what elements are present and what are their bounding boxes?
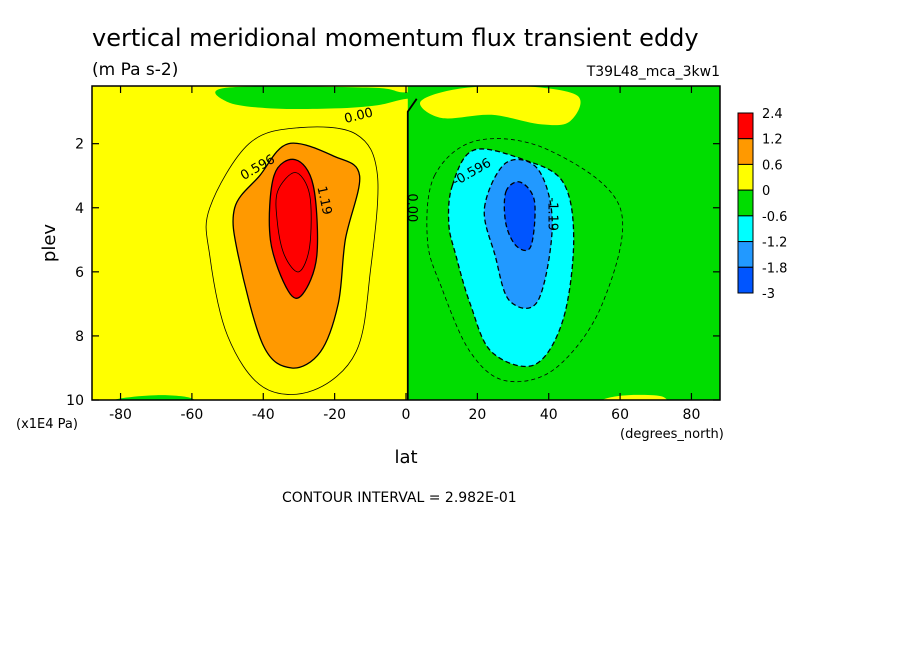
x-axis-label: lat xyxy=(394,447,417,468)
legend-swatch xyxy=(737,163,754,191)
y-tick-label: 4 xyxy=(75,201,84,217)
plot-area xyxy=(92,86,720,400)
x-tick-label: -40 xyxy=(252,407,275,423)
legend-swatch xyxy=(737,266,754,294)
north-outer-contour xyxy=(426,138,624,383)
south-inner-contour xyxy=(275,172,312,273)
legend-swatch xyxy=(737,112,754,140)
y-tick-label: 6 xyxy=(75,265,84,281)
contour-label: 1.19 xyxy=(313,185,334,216)
y-tick-label: 10 xyxy=(66,393,84,409)
contour-interval-text: CONTOUR INTERVAL = 2.982E-01 xyxy=(282,490,517,506)
chart-title: vertical meridional momentum flux transi… xyxy=(92,24,699,52)
legend-level-label: 1.2 xyxy=(762,133,783,148)
legend-level-label: 0.6 xyxy=(762,158,783,173)
legend-level-label: 0 xyxy=(762,184,770,199)
negative-field-south-bottom xyxy=(113,395,195,400)
legend-swatch xyxy=(737,189,754,217)
x-tick-label: -20 xyxy=(323,407,346,423)
y-axis-units: (x1E4 Pa) xyxy=(16,417,78,432)
x-tick-label: -60 xyxy=(180,407,203,423)
legend-level-label: 2.4 xyxy=(762,107,783,122)
x-tick-label: 60 xyxy=(611,407,629,423)
contour-label: -1.19 xyxy=(545,197,560,231)
positive-field-top-north xyxy=(420,86,581,126)
south-outer-contour xyxy=(205,126,379,395)
legend-level-label: -1.8 xyxy=(762,261,787,276)
y-tick-label: 8 xyxy=(75,329,84,345)
x-tick-label: 0 xyxy=(402,407,411,423)
legend-level-label: -3 xyxy=(762,287,775,302)
run-label: T39L48_mca_3kw1 xyxy=(586,64,720,80)
contour-label: 0.00 xyxy=(343,105,375,127)
legend-swatch xyxy=(737,138,754,165)
contour-label: 0.00 xyxy=(404,193,419,222)
x-tick-label: 80 xyxy=(683,407,701,423)
x-tick-label: -80 xyxy=(109,407,132,423)
legend-level-label: -0.6 xyxy=(762,210,787,225)
legend-swatch xyxy=(737,215,754,243)
legend-swatch xyxy=(737,241,754,268)
x-tick-label: 40 xyxy=(540,407,558,423)
units-label: (m Pa s-2) xyxy=(92,60,178,80)
axes: -80 -60 -40 -20 0 20 40 60 80 2 4 6 8 10 xyxy=(66,86,720,423)
north-contour-region-3 xyxy=(503,181,536,252)
zero-contour xyxy=(406,98,418,400)
x-tick-label: 20 xyxy=(468,407,486,423)
legend-level-label: -1.2 xyxy=(762,236,787,251)
x-axis-units: (degrees_north) xyxy=(620,427,724,442)
y-tick-label: 2 xyxy=(75,137,84,153)
positive-field-north-bottom xyxy=(602,394,668,400)
y-axis-label: plev xyxy=(39,224,60,263)
color-legend: 2.4 1.2 0.6 0 -0.6 -1.2 -1.8 -3 xyxy=(737,107,787,302)
